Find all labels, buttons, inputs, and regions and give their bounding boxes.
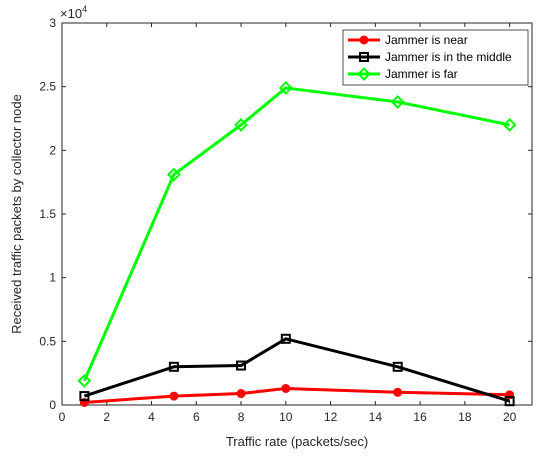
y-tick-label: 0 [49, 398, 56, 412]
data-point [278, 81, 293, 95]
x-tick-label: 20 [503, 410, 517, 424]
y-tick-label: 3 [49, 16, 56, 30]
x-tick-label: 16 [413, 410, 427, 424]
data-point [390, 95, 405, 109]
series-2 [79, 333, 515, 407]
y-exponent-base: ×10 [60, 6, 82, 21]
y-tick-label: 1 [49, 271, 56, 285]
series-3 [77, 81, 517, 388]
y-tick-label: 0.5 [39, 334, 56, 348]
data-point [236, 389, 246, 399]
data-point [234, 117, 248, 132]
legend: Jammer is near Jammer is in the middle Jam… [342, 29, 529, 86]
legend-swatch-marker [357, 67, 371, 81]
series-layer [77, 81, 517, 407]
y-axis-exponent: ×104 [60, 4, 87, 21]
y-exponent-power: 4 [82, 4, 87, 14]
legend-entry: Jammer is in the middle [348, 50, 512, 64]
data-point [77, 373, 92, 388]
data-point [79, 391, 90, 402]
x-tick-label: 6 [193, 410, 200, 424]
legend-label: Jammer is far [385, 67, 458, 81]
legend-label: Jammer is in the middle [385, 50, 512, 64]
x-tick-label: 4 [148, 410, 155, 424]
data-point [393, 387, 403, 397]
data-point [166, 167, 181, 182]
y-axis-ticks: 0 0.5 1 1.5 2 2.5 3 [39, 16, 532, 412]
x-tick-label: 18 [458, 410, 472, 424]
data-point [169, 391, 179, 401]
x-tick-label: 14 [369, 410, 383, 424]
x-axis-label: Traffic rate (packets/sec) [226, 434, 368, 449]
x-tick-label: 0 [59, 410, 66, 424]
x-tick-label: 8 [238, 410, 245, 424]
data-point [168, 361, 179, 372]
x-axis-ticks: 0 2 4 6 8 10 12 14 16 18 20 [59, 23, 517, 424]
x-tick-label: 2 [103, 410, 110, 424]
series-line [83, 86, 510, 382]
data-point [281, 383, 291, 393]
series-line [83, 337, 511, 403]
legend-swatch-marker [359, 35, 369, 45]
legend-label: Jammer is near [385, 33, 468, 47]
y-axis-label: Received traffic packets by collector no… [9, 94, 24, 334]
data-point [392, 361, 403, 372]
data-point [504, 396, 515, 407]
y-tick-label: 2.5 [39, 80, 56, 94]
x-tick-label: 10 [279, 410, 293, 424]
data-point [502, 117, 517, 132]
series-line [84, 386, 510, 404]
data-point [236, 360, 247, 371]
legend-entry: Jammer is far [348, 67, 458, 81]
y-tick-label: 1.5 [39, 207, 56, 221]
x-tick-label: 12 [324, 410, 338, 424]
legend-swatch-marker [359, 52, 369, 62]
y-tick-label: 2 [49, 143, 56, 157]
legend-entry: Jammer is near [348, 33, 468, 47]
data-point [280, 333, 291, 344]
